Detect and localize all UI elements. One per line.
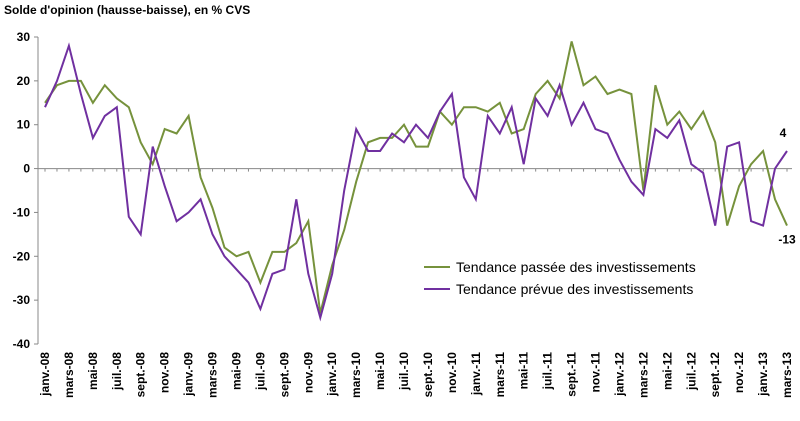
x-tick-label: sept.-08 — [134, 352, 148, 398]
x-tick-label: nov.-10 — [445, 352, 459, 393]
x-tick-label: juil.-11 — [541, 352, 555, 391]
x-tick-label: janv.-08 — [38, 352, 52, 397]
data-label: -13 — [778, 233, 796, 247]
y-tick-label: -20 — [13, 249, 31, 263]
x-tick-label: nov.-09 — [301, 352, 315, 393]
x-tick-label: juil.-08 — [110, 352, 124, 391]
x-tick-label: sept.-11 — [565, 352, 579, 397]
y-tick-label: -30 — [13, 293, 31, 307]
x-tick-label: mai-08 — [86, 352, 100, 390]
x-tick-label: mai-09 — [229, 352, 243, 390]
chart-title: Solde d'opinion (hausse-baisse), en % CV… — [4, 3, 250, 17]
x-tick-label: mai-11 — [517, 352, 531, 390]
x-tick-label: sept.-12 — [708, 352, 722, 398]
x-tick-label: sept.-10 — [421, 352, 435, 398]
data-label: 4 — [780, 126, 787, 140]
x-tick-label: mars-09 — [206, 352, 220, 398]
x-tick-label: nov.-11 — [589, 352, 603, 393]
y-tick-label: 0 — [23, 162, 30, 176]
x-tick-label: janv.-09 — [182, 352, 196, 397]
series-line — [44, 41, 788, 314]
x-tick-label: janv.-11 — [469, 352, 483, 396]
x-tick-label: nov.-12 — [732, 352, 746, 393]
y-tick-label: 30 — [17, 30, 31, 44]
x-tick-label: sept.-09 — [277, 352, 291, 398]
x-tick-label: juil.-12 — [684, 352, 698, 391]
legend-label: Tendance passée des investissements — [456, 259, 696, 275]
x-tick-label: nov.-08 — [158, 352, 172, 393]
x-tick-label: mars-13 — [780, 352, 794, 398]
y-tick-label: 20 — [17, 74, 31, 88]
y-tick-label: -40 — [13, 337, 31, 351]
x-tick-label: juil.-10 — [397, 352, 411, 391]
x-tick-label: mars-08 — [62, 352, 76, 398]
x-tick-label: janv.-10 — [325, 352, 339, 397]
x-tick-label: mars-12 — [636, 352, 650, 398]
y-tick-label: -10 — [13, 205, 31, 219]
x-tick-label: mai-12 — [660, 352, 674, 390]
x-tick-label: mars-11 — [493, 352, 507, 398]
x-tick-label: mars-10 — [349, 352, 363, 398]
y-tick-label: 10 — [17, 118, 31, 132]
x-tick-label: janv.-12 — [612, 352, 626, 397]
x-tick-label: juil.-09 — [253, 352, 267, 391]
x-tick-label: janv.-13 — [756, 352, 770, 397]
series-line — [44, 42, 788, 322]
legend-label: Tendance prévue des investissements — [456, 281, 693, 297]
x-tick-label: mai-10 — [373, 352, 387, 390]
